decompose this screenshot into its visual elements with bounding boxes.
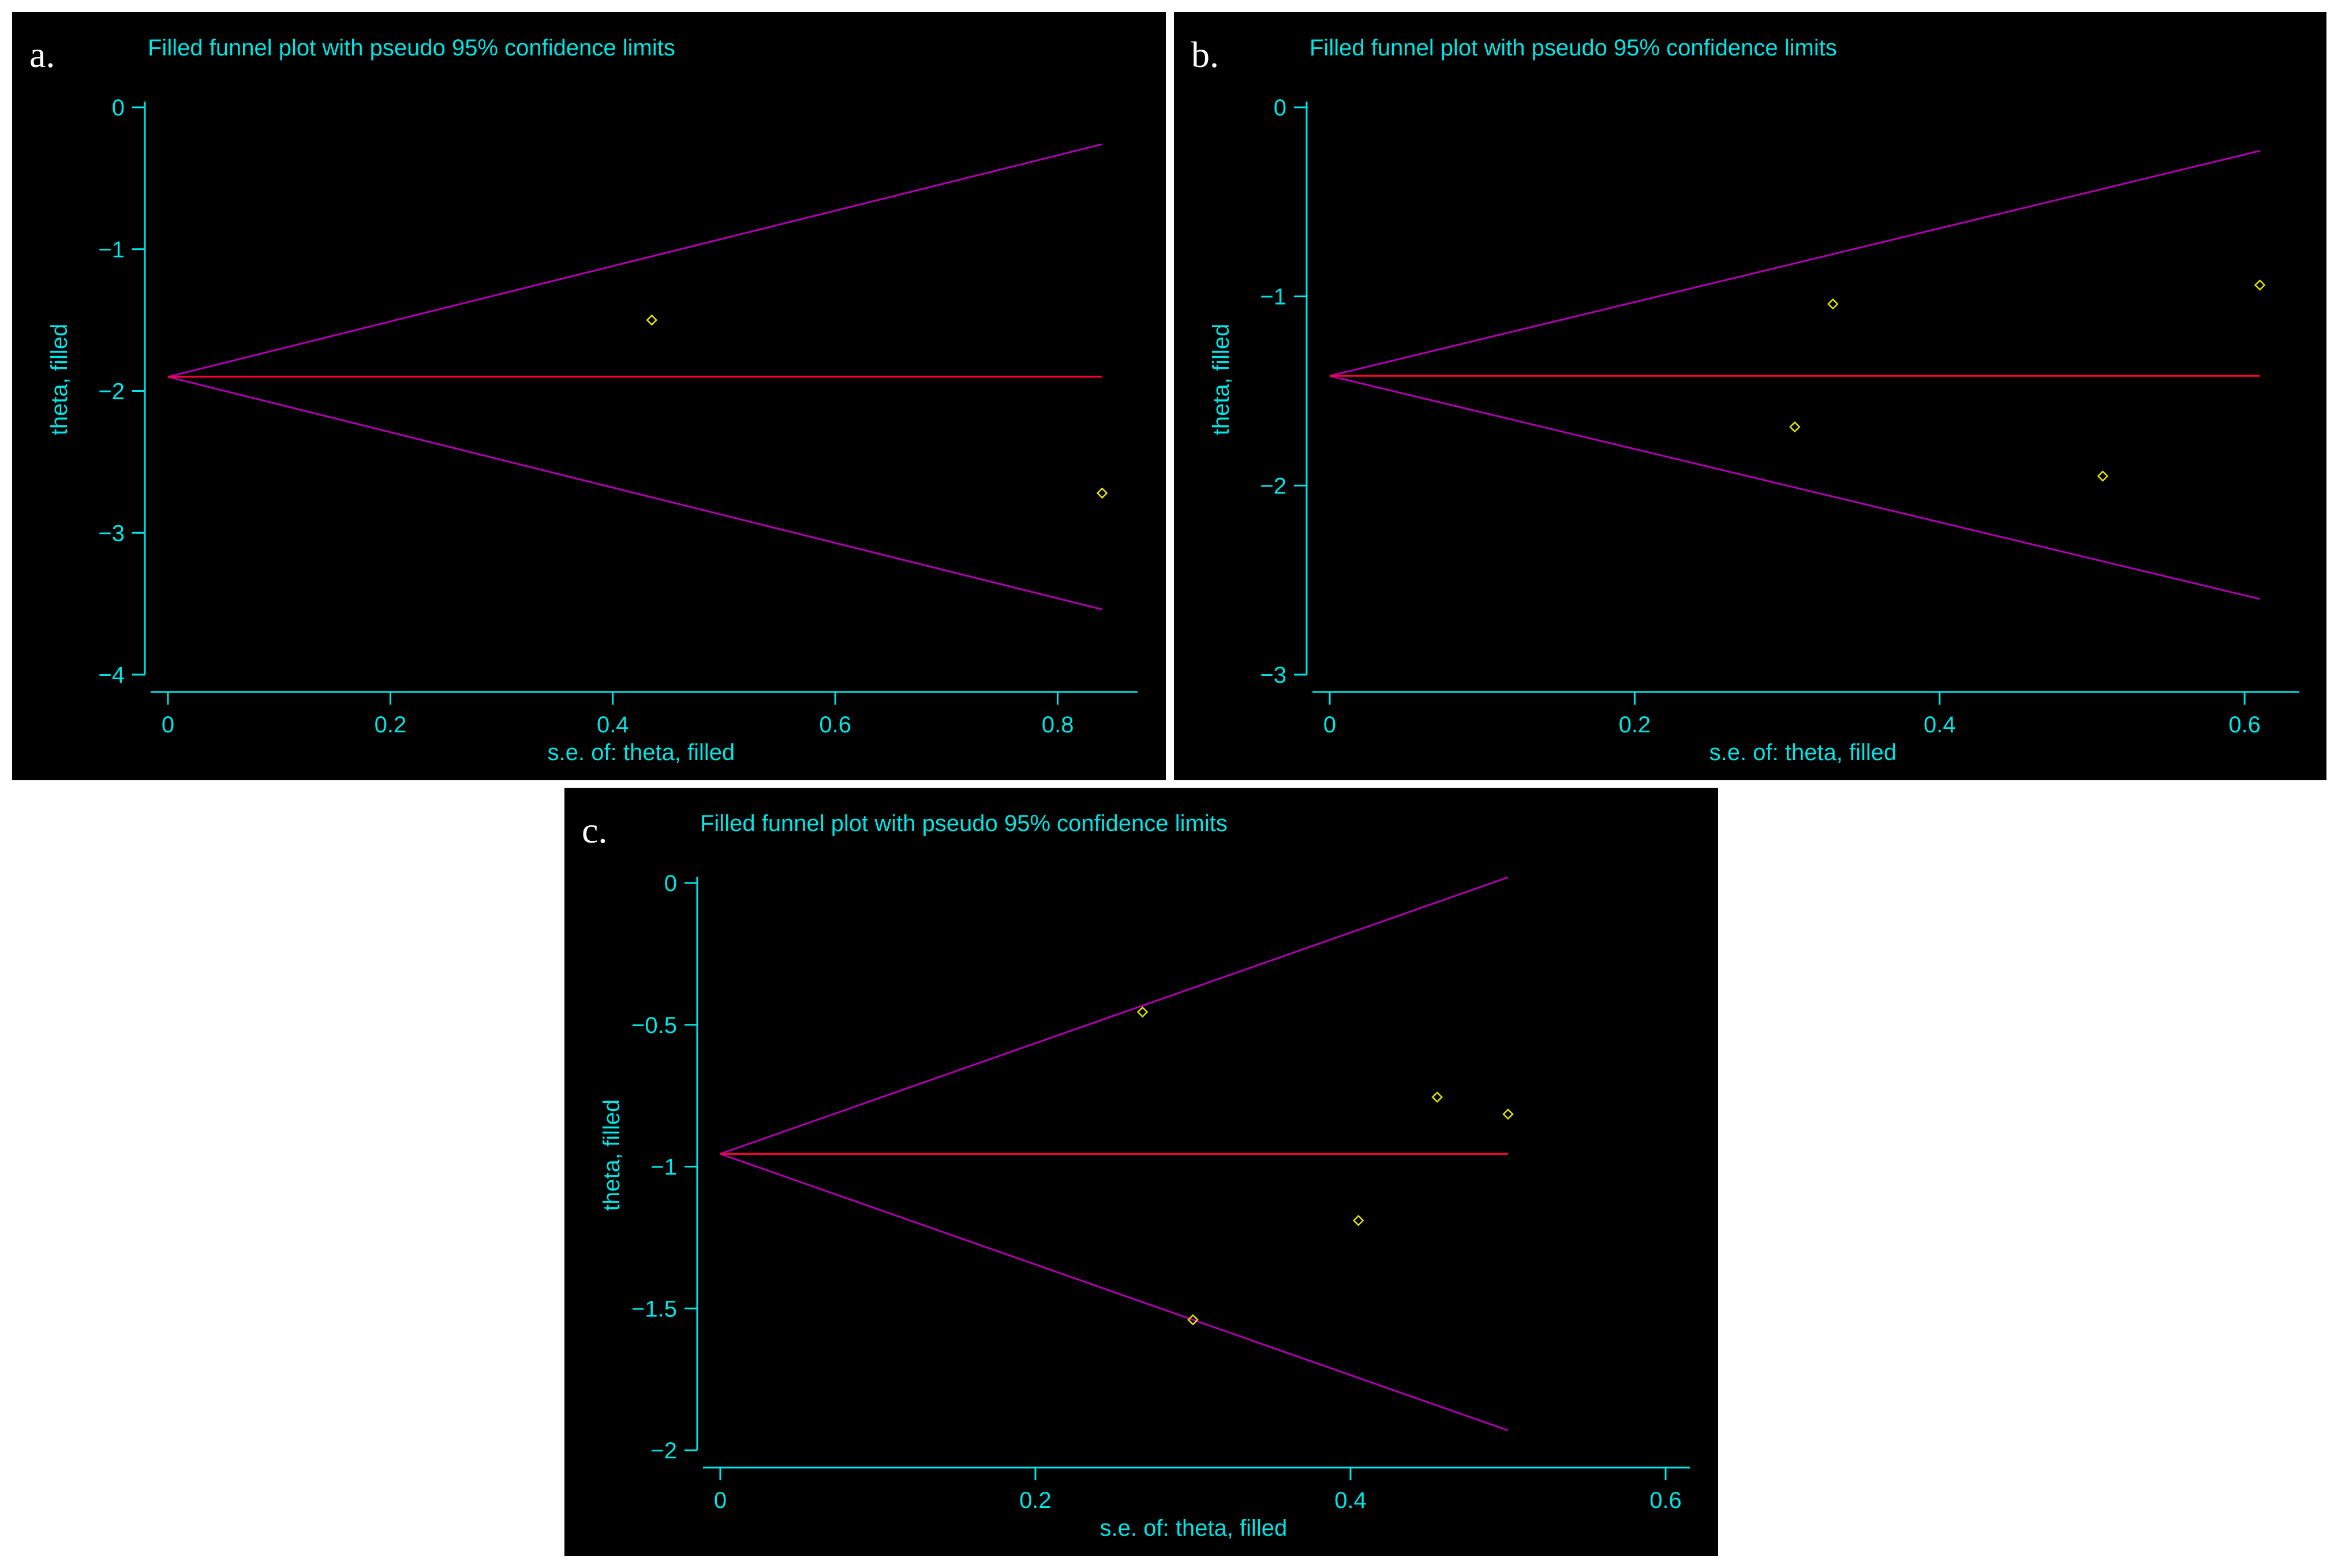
panel-label: b. bbox=[1191, 34, 1219, 75]
x-tick-label: 0.2 bbox=[1619, 712, 1651, 738]
y-axis-title: theta, filled bbox=[599, 1099, 624, 1211]
lower-confidence-limit bbox=[720, 1152, 1509, 1432]
upper-confidence-limit bbox=[1329, 149, 2260, 377]
x-tick-label: 0.4 bbox=[1334, 1488, 1367, 1513]
study-point bbox=[1789, 421, 1801, 433]
y-tick-label: −0.5 bbox=[631, 1013, 677, 1038]
y-tick-label: 0 bbox=[1274, 95, 1286, 121]
x-tick-label: 0 bbox=[162, 712, 174, 738]
panel-b: b. Filled funnel plot with pseudo 95% con… bbox=[1174, 12, 2326, 780]
y-tick-label: −1 bbox=[650, 1155, 677, 1180]
y-tick-label: −1 bbox=[1260, 285, 1286, 310]
x-tick-label: 0.2 bbox=[1019, 1488, 1052, 1513]
panel-label: c. bbox=[582, 810, 607, 851]
x-tick-label: 0.4 bbox=[597, 712, 629, 738]
chart-title: Filled funnel plot with pseudo 95% confi… bbox=[700, 811, 1228, 836]
lower-confidence-limit bbox=[167, 376, 1103, 611]
y-tick-label: −4 bbox=[98, 663, 125, 688]
x-axis-title: s.e. of: theta, filled bbox=[548, 740, 735, 765]
funnel-chart-a: a. Filled funnel plot with pseudo 95% con… bbox=[29, 34, 1138, 765]
y-tick-label: −3 bbox=[98, 521, 125, 546]
x-tick-label: 0 bbox=[1323, 712, 1336, 738]
study-point bbox=[1502, 1108, 1514, 1120]
x-axis-title: s.e. of: theta, filled bbox=[1100, 1515, 1288, 1541]
panel-c: c. Filled funnel plot with pseudo 95% con… bbox=[564, 788, 1718, 1556]
study-point bbox=[1187, 1314, 1199, 1326]
funnel-chart-c: c. Filled funnel plot with pseudo 95% con… bbox=[582, 810, 1690, 1541]
study-point bbox=[1136, 1006, 1149, 1018]
y-tick-label: −1.5 bbox=[631, 1296, 677, 1322]
study-point bbox=[646, 314, 658, 326]
funnel-chart-b: b. Filled funnel plot with pseudo 95% con… bbox=[1191, 34, 2299, 765]
x-tick-label: 0.6 bbox=[2228, 712, 2261, 738]
y-tick-label: −1 bbox=[98, 237, 125, 263]
x-tick-label: 0.2 bbox=[375, 712, 407, 738]
upper-confidence-limit bbox=[720, 876, 1509, 1155]
lower-confidence-limit bbox=[1329, 375, 2260, 600]
study-point bbox=[1352, 1215, 1364, 1226]
x-axis-title: s.e. of: theta, filled bbox=[1709, 740, 1897, 765]
study-point bbox=[2097, 470, 2109, 482]
y-tick-label: −2 bbox=[1260, 473, 1286, 499]
upper-confidence-limit bbox=[167, 143, 1103, 378]
study-point bbox=[1096, 487, 1108, 499]
chart-title: Filled funnel plot with pseudo 95% confi… bbox=[1310, 35, 1837, 61]
y-axis-title: theta, filled bbox=[47, 324, 72, 435]
y-tick-label: −2 bbox=[98, 379, 125, 405]
y-tick-label: 0 bbox=[112, 95, 125, 121]
y-tick-label: 0 bbox=[664, 871, 677, 896]
y-tick-label: −2 bbox=[650, 1438, 677, 1464]
x-tick-label: 0.8 bbox=[1042, 712, 1074, 738]
study-point bbox=[1827, 298, 1839, 310]
study-point bbox=[2254, 279, 2266, 291]
chart-title: Filled funnel plot with pseudo 95% confi… bbox=[148, 35, 675, 61]
y-tick-label: −3 bbox=[1260, 663, 1286, 688]
x-tick-label: 0 bbox=[714, 1488, 727, 1513]
study-point bbox=[1431, 1091, 1443, 1103]
panel-a: a. Filled funnel plot with pseudo 95% con… bbox=[12, 12, 1166, 780]
x-tick-label: 0.6 bbox=[819, 712, 851, 738]
y-axis-title: theta, filled bbox=[1209, 324, 1234, 435]
panel-label: a. bbox=[29, 34, 55, 75]
x-tick-label: 0.6 bbox=[1649, 1488, 1682, 1513]
x-tick-label: 0.4 bbox=[1924, 712, 1956, 738]
